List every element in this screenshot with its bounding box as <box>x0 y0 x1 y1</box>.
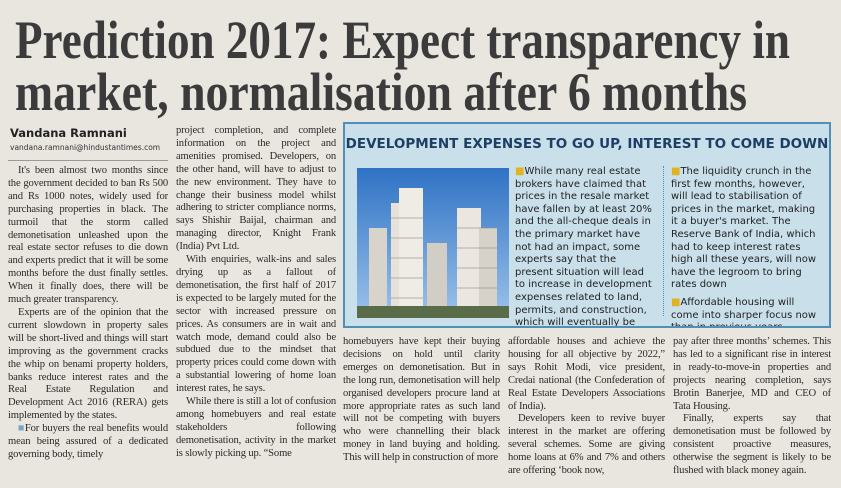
byline-email: vandana.ramnani@hindustantimes.com <box>10 143 161 152</box>
bullet-column: The liquidity crunch in the first few mo… <box>671 166 823 326</box>
box-title: DEVELOPMENT EXPENSES TO GO UP, INTEREST … <box>345 136 829 152</box>
sidebar-box: DEVELOPMENT EXPENSES TO GO UP, INTEREST … <box>343 122 831 328</box>
column: affordable houses and achieve the housin… <box>508 336 665 488</box>
paragraph: Developers keen to revive buyer interest… <box>508 413 665 477</box>
paragraph: For buyers the real benefits would mean … <box>8 423 168 462</box>
headline: Prediction 2017: Expect transparency in … <box>15 10 790 122</box>
paragraph: project completion, and complete informa… <box>176 125 336 253</box>
paragraph: homebuyers have kept their buying decisi… <box>343 336 500 464</box>
bullet: The liquidity crunch in the first few mo… <box>671 166 823 292</box>
paragraph: With enquiries, walk-ins and sales dryin… <box>176 254 336 395</box>
rule <box>8 160 168 161</box>
divider <box>663 166 664 316</box>
headline-line: Prediction 2017: Expect transparency in <box>15 10 790 70</box>
paragraph: While there is still a lot of confusion … <box>176 396 336 459</box>
paragraph: It's been almost two months since the go… <box>8 165 168 306</box>
paragraph: Experts are of the opinion that the curr… <box>8 306 168 422</box>
column: homebuyers have kept their buying decisi… <box>343 336 500 488</box>
column: project completion, and complete informa… <box>176 125 336 488</box>
paragraph: affordable houses and achieve the housin… <box>508 336 665 412</box>
bullet-column: While many real estate brokers have clai… <box>515 166 657 326</box>
byline-name: Vandana Ramnani <box>10 126 127 140</box>
photo <box>357 168 509 318</box>
paragraph: pay after three months’ schemes. This ha… <box>673 336 831 412</box>
headline-line: market, normalisation after 6 months <box>15 62 747 122</box>
paragraph: Finally, experts say that demonetisation… <box>673 413 831 477</box>
column: It's been almost two months since the go… <box>8 165 168 488</box>
column: pay after three months’ schemes. This ha… <box>673 336 831 488</box>
bullet: While many real estate brokers have clai… <box>515 166 657 326</box>
bullet: Affordable housing will come into sharpe… <box>671 297 823 326</box>
